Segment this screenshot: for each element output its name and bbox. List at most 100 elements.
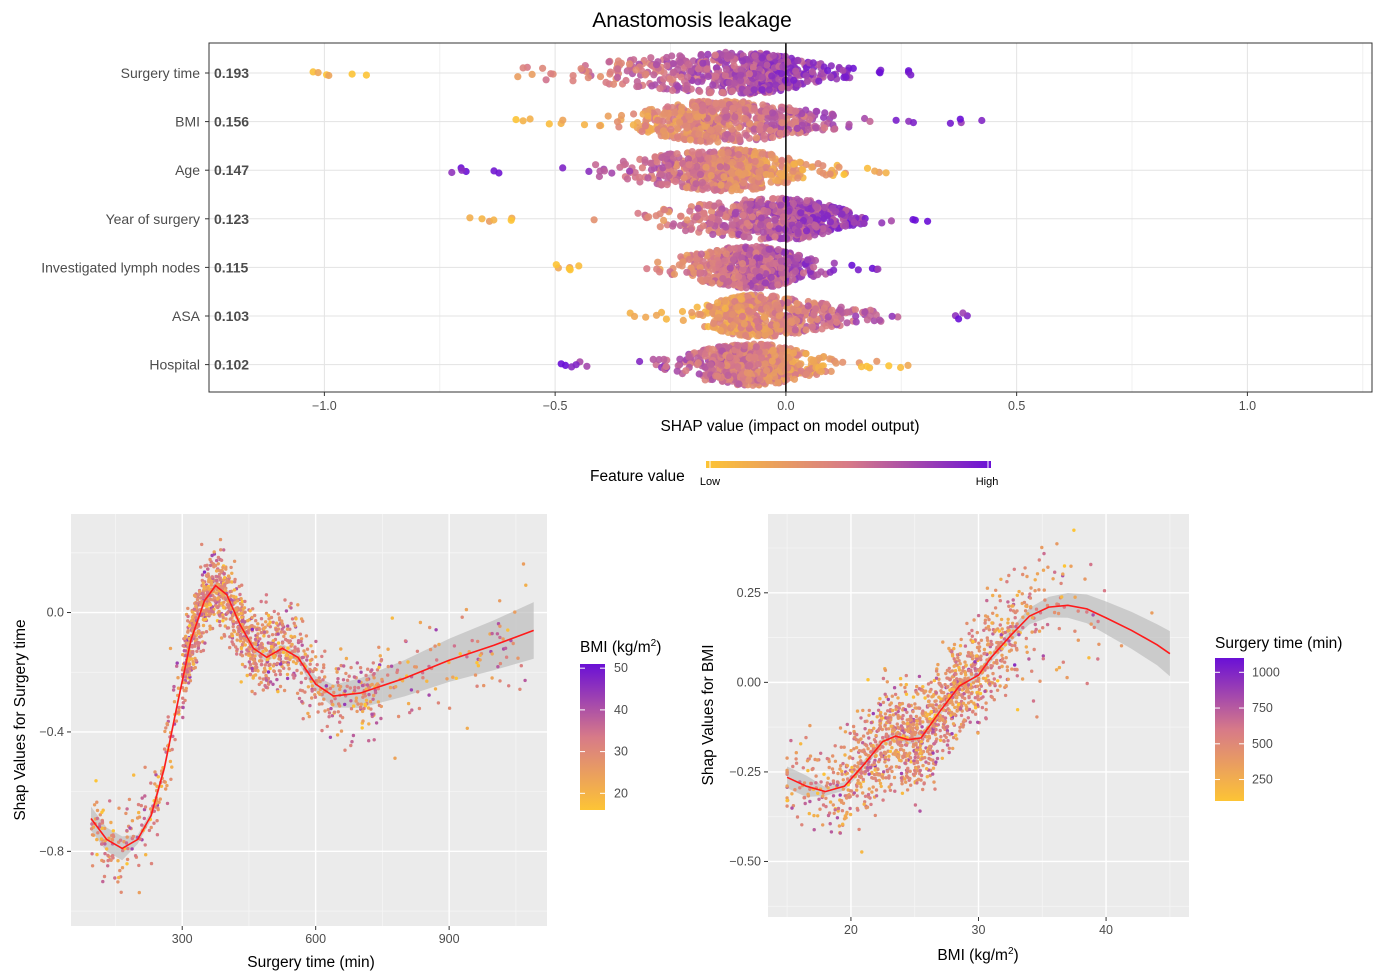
beeswarm-point xyxy=(843,319,851,327)
dependence-point xyxy=(90,864,95,868)
beeswarm-point xyxy=(519,64,527,72)
dependence-point xyxy=(113,876,117,880)
dependence-point xyxy=(367,692,371,697)
dependence-point xyxy=(470,638,474,643)
beeswarm-point xyxy=(708,214,716,222)
dependence-point xyxy=(316,710,320,714)
beeswarm-point xyxy=(735,272,743,280)
beeswarm-point xyxy=(699,222,707,230)
beeswarm-point xyxy=(775,312,783,320)
dependence-point xyxy=(490,676,494,680)
beeswarm-point xyxy=(642,313,650,321)
beeswarm-point xyxy=(778,84,786,92)
beeswarm-point xyxy=(566,266,574,274)
beeswarm-point xyxy=(685,255,693,263)
beeswarm-point xyxy=(609,80,618,88)
beeswarm-point xyxy=(596,122,604,130)
beeswarm-point xyxy=(745,376,753,384)
beeswarm-point xyxy=(694,78,702,86)
beeswarm-point xyxy=(766,328,774,336)
beeswarm-point xyxy=(314,69,322,77)
beeswarm-point xyxy=(736,136,744,144)
dependence-point xyxy=(102,874,107,879)
beeswarm-point xyxy=(641,71,649,79)
dependence-point xyxy=(464,607,469,612)
beeswarm-point xyxy=(810,356,818,364)
beeswarm-point xyxy=(755,168,763,176)
beeswarm-point xyxy=(792,107,800,115)
beeswarm-point xyxy=(904,361,912,369)
dependence-point xyxy=(272,609,276,614)
beeswarm-point xyxy=(654,116,662,124)
beeswarm-point xyxy=(596,73,605,81)
dependence-point xyxy=(298,632,303,636)
beeswarm-point xyxy=(694,359,702,367)
dependence-point xyxy=(295,691,300,695)
beeswarm-point xyxy=(749,63,757,71)
beeswarm-point xyxy=(796,197,804,205)
beeswarm-point xyxy=(704,202,712,210)
beeswarm-point xyxy=(756,221,765,229)
beeswarm-x-tick-label: −0.5 xyxy=(543,399,568,413)
dependence-point xyxy=(428,647,433,652)
beeswarm-point xyxy=(765,86,773,94)
beeswarm-point xyxy=(572,361,580,369)
beeswarm-point xyxy=(692,180,700,188)
beeswarm-point xyxy=(724,277,733,286)
beeswarm-point xyxy=(728,87,736,95)
beeswarm-point xyxy=(670,168,678,176)
beeswarm-point xyxy=(745,250,754,259)
beeswarm-point xyxy=(813,203,821,211)
feature-label: Surgery time xyxy=(121,65,201,81)
beeswarm-point xyxy=(815,77,823,85)
dependence-point xyxy=(299,671,304,675)
beeswarm-point xyxy=(703,184,712,192)
beeswarm-point xyxy=(670,220,678,228)
beeswarm-point xyxy=(829,110,837,119)
beeswarm-point xyxy=(602,78,610,86)
dependence-point xyxy=(243,665,247,669)
beeswarm-point xyxy=(827,73,835,81)
beeswarm-point xyxy=(774,281,782,289)
beeswarm-point xyxy=(657,170,665,178)
beeswarm-point xyxy=(718,100,727,108)
beeswarm-point xyxy=(721,304,729,313)
beeswarm-point xyxy=(716,163,724,171)
beeswarm-point xyxy=(774,246,783,254)
beeswarm-point xyxy=(885,362,893,370)
beeswarm-point xyxy=(626,167,634,175)
beeswarm-point xyxy=(791,116,800,124)
beeswarm-point xyxy=(704,154,712,162)
beeswarm-point xyxy=(741,147,749,155)
beeswarm-point xyxy=(802,350,810,358)
feature-importance: 0.123 xyxy=(214,211,249,227)
beeswarm-point xyxy=(677,73,685,81)
beeswarm-point xyxy=(685,161,693,169)
beeswarm-point xyxy=(683,85,691,93)
beeswarm-point xyxy=(729,256,738,264)
beeswarm-point xyxy=(623,175,632,183)
beeswarm-point xyxy=(909,119,918,127)
beeswarm-point xyxy=(663,181,671,189)
beeswarm-point xyxy=(778,70,786,78)
beeswarm-point xyxy=(676,169,684,177)
dependence-point xyxy=(310,684,314,688)
beeswarm-point xyxy=(778,119,786,127)
beeswarm-point xyxy=(791,267,800,275)
beeswarm-point xyxy=(758,354,766,362)
dependence-point xyxy=(388,694,392,698)
beeswarm-point xyxy=(794,174,802,182)
beeswarm-point xyxy=(650,71,658,79)
beeswarm-point xyxy=(723,52,732,60)
dependence-point xyxy=(406,660,410,664)
beeswarm-point xyxy=(683,216,691,224)
beeswarm-point xyxy=(662,363,670,371)
beeswarm-point xyxy=(669,69,677,77)
beeswarm-point xyxy=(656,84,664,93)
beeswarm-point xyxy=(751,149,759,157)
beeswarm-point xyxy=(911,216,919,224)
beeswarm-point xyxy=(851,306,860,314)
dependence-point xyxy=(434,628,438,632)
beeswarm-point xyxy=(795,221,803,229)
beeswarm-point xyxy=(799,269,808,277)
